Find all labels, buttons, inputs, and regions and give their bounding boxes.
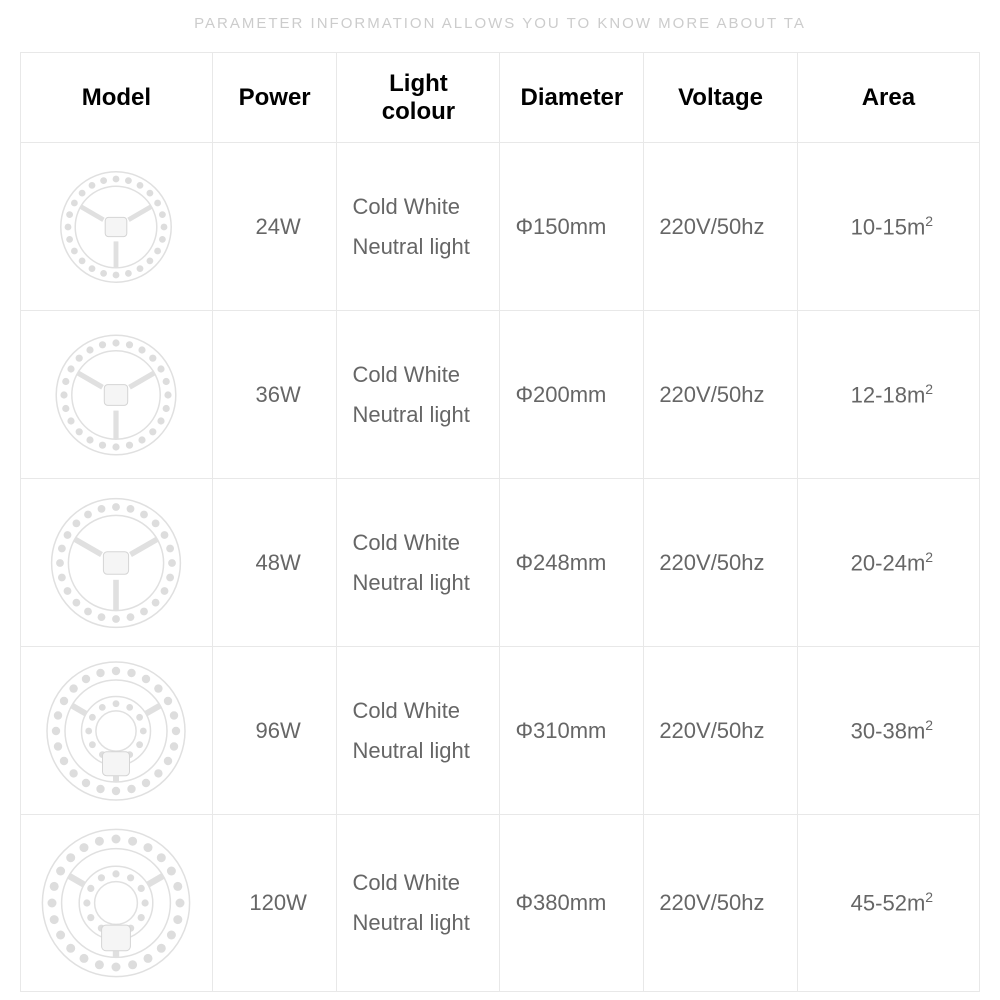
table-row: 36W Cold White Neutral light Φ200mm220V/50h… (21, 311, 980, 479)
model-cell (21, 815, 213, 992)
light-colour-cell: Cold White Neutral light (337, 311, 500, 479)
power-cell: 96W (212, 647, 337, 815)
diameter-cell: Φ310mm (500, 647, 644, 815)
voltage-cell: 220V/50hz (644, 311, 797, 479)
light-line2: Neutral light (352, 234, 469, 259)
power-cell: 120W (212, 815, 337, 992)
light-colour-cell: Cold White Neutral light (337, 143, 500, 311)
model-cell (21, 143, 213, 311)
model-cell (21, 479, 213, 647)
area-cell: 30-38m2 (797, 647, 979, 815)
light-colour-cell: Cold White Neutral light (337, 479, 500, 647)
area-cell: 12-18m2 (797, 311, 979, 479)
light-line1: Cold White (352, 870, 460, 895)
voltage-cell: 220V/50hz (644, 143, 797, 311)
table-row: 96W Cold White Neutral light Φ310mm220V/50h… (21, 647, 980, 815)
light-line2: Neutral light (352, 402, 469, 427)
model-cell (21, 311, 213, 479)
page-subtitle: PARAMETER INFORMATION ALLOWS YOU TO KNOW… (20, 0, 980, 52)
header-model: Model (21, 53, 213, 143)
area-cell: 20-24m2 (797, 479, 979, 647)
table-row: 120W Cold White Neutral light Φ380mm220V/50… (21, 815, 980, 992)
light-line2: Neutral light (352, 738, 469, 763)
header-diameter: Diameter (500, 53, 644, 143)
table-row: 24W Cold White Neutral light Φ150mm220V/50h… (21, 143, 980, 311)
power-cell: 36W (212, 311, 337, 479)
header-voltage: Voltage (644, 53, 797, 143)
header-light-colour: Lightcolour (337, 53, 500, 143)
parameter-table: Model Power Lightcolour Diameter Voltage… (20, 52, 980, 992)
header-area: Area (797, 53, 979, 143)
power-cell: 24W (212, 143, 337, 311)
table-header-row: Model Power Lightcolour Diameter Voltage… (21, 53, 980, 143)
header-power: Power (212, 53, 337, 143)
light-line2: Neutral light (352, 910, 469, 935)
diameter-cell: Φ200mm (500, 311, 644, 479)
table-row: 48W Cold White Neutral light Φ248mm220V/50h… (21, 479, 980, 647)
voltage-cell: 220V/50hz (644, 815, 797, 992)
diameter-cell: Φ380mm (500, 815, 644, 992)
light-line1: Cold White (352, 530, 460, 555)
light-line1: Cold White (352, 698, 460, 723)
area-cell: 45-52m2 (797, 815, 979, 992)
light-line1: Cold White (352, 362, 460, 387)
area-cell: 10-15m2 (797, 143, 979, 311)
diameter-cell: Φ248mm (500, 479, 644, 647)
light-colour-cell: Cold White Neutral light (337, 647, 500, 815)
light-line1: Cold White (352, 194, 460, 219)
power-cell: 48W (212, 479, 337, 647)
light-line2: Neutral light (352, 570, 469, 595)
diameter-cell: Φ150mm (500, 143, 644, 311)
light-colour-cell: Cold White Neutral light (337, 815, 500, 992)
voltage-cell: 220V/50hz (644, 647, 797, 815)
model-cell (21, 647, 213, 815)
voltage-cell: 220V/50hz (644, 479, 797, 647)
